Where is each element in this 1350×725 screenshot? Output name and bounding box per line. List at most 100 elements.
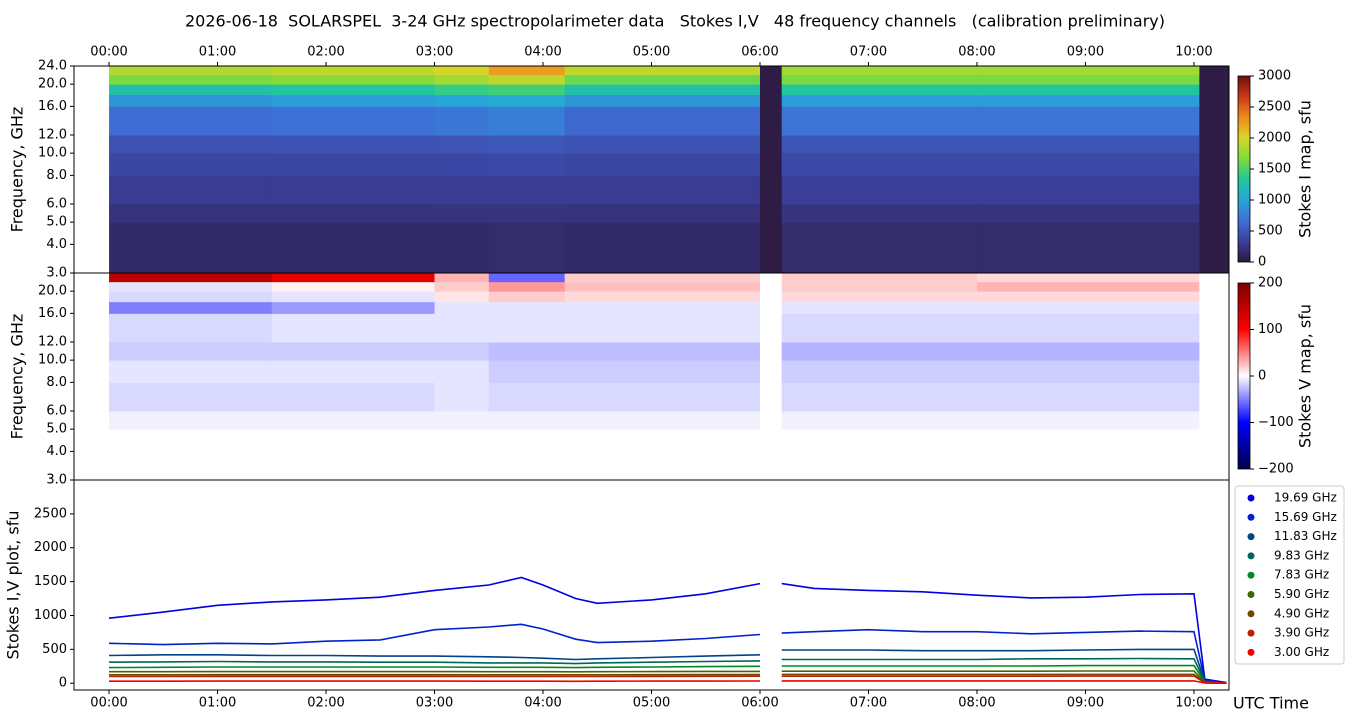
colorbar-tick-label: 0 — [1258, 369, 1266, 384]
heatmap-cell — [759, 301, 783, 314]
heatmap-cell — [488, 291, 566, 303]
heatmap — [109, 273, 1229, 480]
heatmap-cell — [271, 74, 436, 85]
heatmap-cell — [1199, 153, 1229, 176]
heatmap-cell — [488, 204, 566, 223]
y-tick-label: 1500 — [34, 574, 67, 589]
heatmap-cell — [488, 135, 566, 154]
x-tick-label: 08:00 — [958, 45, 995, 60]
heatmap-cell — [976, 301, 1200, 314]
heatmap-cell — [488, 360, 566, 383]
x-tick-label: 10:00 — [1175, 696, 1212, 711]
heatmap — [109, 66, 1229, 273]
heatmap-cell — [759, 175, 783, 205]
x-tick-label: 00:00 — [90, 45, 127, 60]
colorbar-tick-label: 0 — [1258, 255, 1266, 270]
y-tick-label: 500 — [42, 642, 67, 657]
legend-marker — [1247, 552, 1255, 560]
plot-area — [108, 576, 1227, 684]
y-axis-label: Frequency, GHz — [8, 314, 27, 440]
heatmap-cell — [1199, 175, 1229, 205]
heatmap-cell — [759, 273, 783, 283]
heatmap-cell — [564, 313, 761, 343]
heatmap-cell — [781, 106, 978, 136]
heatmap-cell — [564, 281, 761, 292]
series-line — [108, 664, 1227, 684]
y-tick-label: 3.0 — [46, 266, 67, 281]
y-tick-label: 2500 — [34, 506, 67, 521]
heatmap-cell — [759, 84, 783, 96]
heatmap-cell — [488, 281, 566, 292]
heatmap-cell — [781, 153, 978, 176]
heatmap-cell — [434, 273, 490, 283]
x-tick-label: 03:00 — [416, 45, 453, 60]
colorbar-tick-label: 100 — [1258, 322, 1283, 337]
legend-label: 19.69 GHz — [1274, 491, 1337, 505]
colorbar-tick-label: 1000 — [1258, 193, 1291, 208]
heatmap-cell — [759, 74, 783, 85]
heatmap-cell — [271, 281, 436, 292]
heatmap-cell — [781, 429, 978, 480]
heatmap-cell — [759, 135, 783, 154]
x-tick-label: 04:00 — [524, 696, 561, 711]
x-tick-label: 04:00 — [524, 45, 561, 60]
heatmap-cell — [1199, 411, 1229, 430]
heatmap-cell — [434, 74, 490, 85]
legend-label: 9.83 GHz — [1274, 548, 1329, 562]
heatmap-cell — [109, 411, 273, 430]
x-tick-label: 06:00 — [741, 696, 778, 711]
heatmap-cell — [271, 313, 436, 343]
y-tick-label: 4.0 — [46, 444, 67, 459]
heatmap-cell — [759, 291, 783, 303]
heatmap-cell — [759, 411, 783, 430]
heatmap-cell — [1199, 281, 1229, 292]
heatmap-cell — [434, 313, 490, 343]
x-tick-label: 08:00 — [958, 696, 995, 711]
colorbar-tick-label: 1500 — [1258, 162, 1291, 177]
y-tick-label: 24.0 — [38, 59, 67, 74]
heatmap-cell — [434, 301, 490, 314]
x-tick-label: 07:00 — [850, 696, 887, 711]
heatmap-cell — [271, 135, 436, 154]
heatmap-cell — [781, 291, 978, 303]
heatmap-cell — [1199, 273, 1229, 283]
heatmap-cell — [434, 291, 490, 303]
y-tick-label: 2000 — [34, 540, 67, 555]
heatmap-cell — [271, 204, 436, 223]
heatmap-cell — [759, 281, 783, 292]
heatmap-cell — [976, 429, 1200, 480]
colorbar — [1237, 75, 1251, 263]
x-tick-label: 02:00 — [307, 45, 344, 60]
y-tick-label: 0 — [59, 676, 67, 691]
heatmap-cell — [1199, 342, 1229, 361]
y-tick-label: 12.0 — [38, 335, 67, 350]
heatmap-cell — [759, 222, 783, 273]
y-tick-label: 6.0 — [46, 404, 67, 419]
heatmap-cell — [488, 84, 566, 96]
y-tick-label: 20.0 — [38, 77, 67, 92]
colorbar-label: Stokes I map, sfu — [1296, 100, 1315, 238]
heatmap-cell — [781, 135, 978, 154]
heatmap-cell — [781, 273, 978, 283]
heatmap-cell — [434, 94, 490, 107]
x-tick-label: 01:00 — [199, 45, 236, 60]
heatmap-cell — [976, 360, 1200, 383]
heatmap-cell — [1199, 66, 1229, 76]
x-tick-label: 01:00 — [199, 696, 236, 711]
heatmap-cell — [434, 382, 490, 412]
heatmap-cell — [976, 94, 1200, 107]
x-tick-label: 10:00 — [1175, 45, 1212, 60]
heatmap-cell — [271, 94, 436, 107]
heatmap-cell — [759, 94, 783, 107]
legend-marker — [1247, 513, 1255, 521]
heatmap-cell — [759, 382, 783, 412]
y-tick-label: 20.0 — [38, 284, 67, 299]
heatmap-cell — [564, 301, 761, 314]
heatmap-cell — [109, 175, 273, 205]
legend-marker — [1247, 533, 1255, 541]
x-tick-label: 09:00 — [1067, 696, 1104, 711]
heatmap-cell — [1199, 74, 1229, 85]
heatmap-cell — [781, 411, 978, 430]
series-line — [109, 670, 1227, 684]
heatmap-cell — [759, 429, 783, 480]
